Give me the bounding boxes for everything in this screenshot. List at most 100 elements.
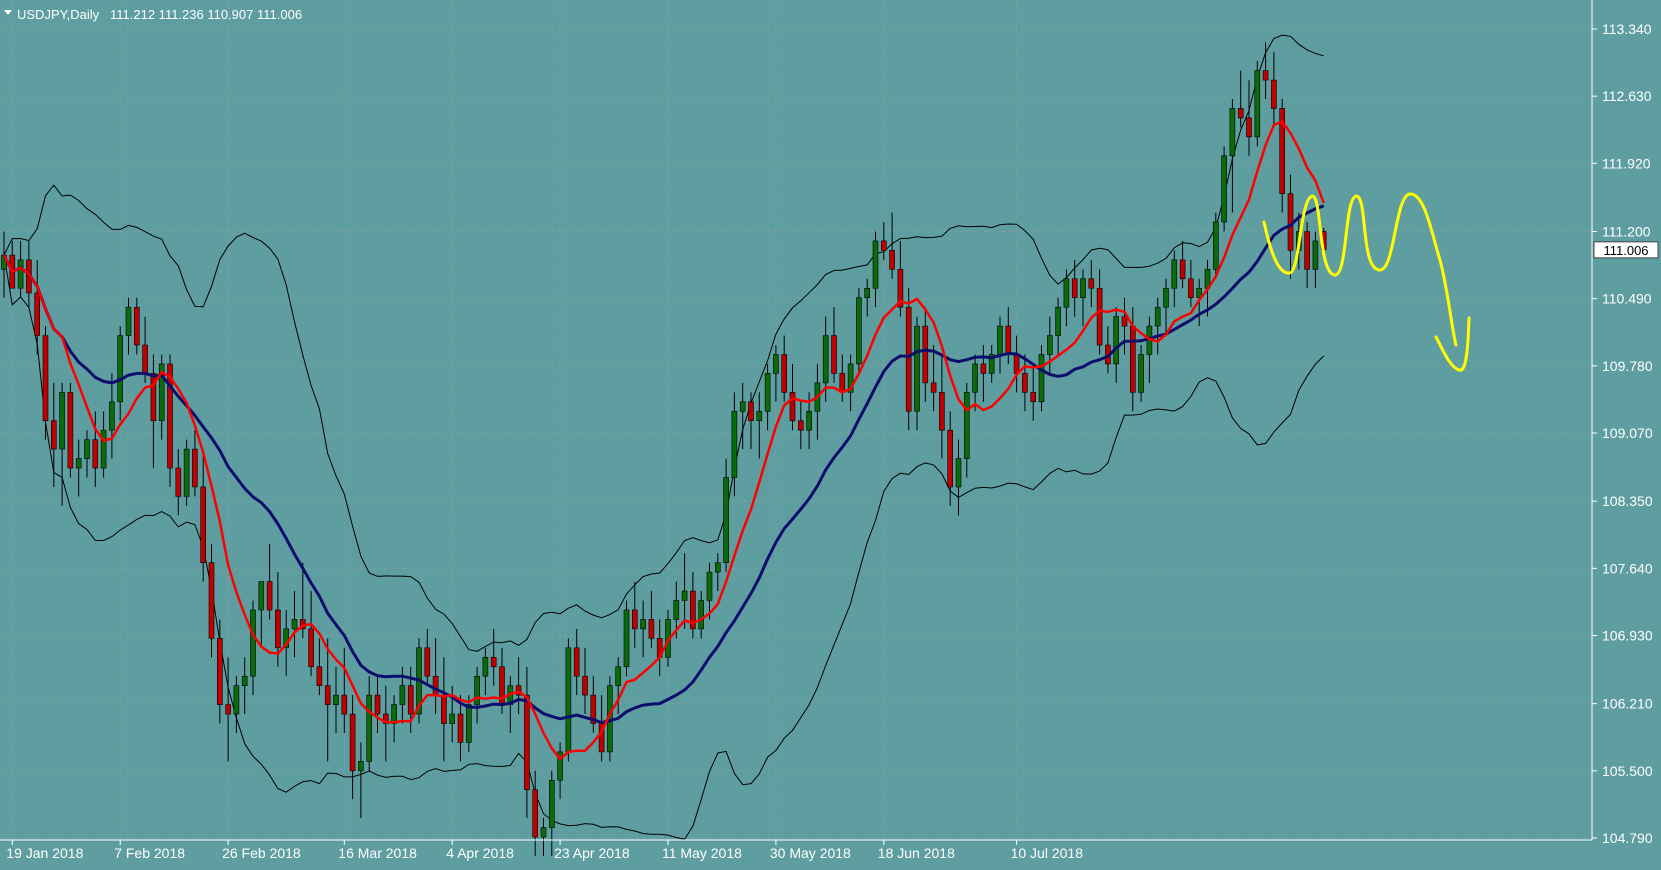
candle-body [681,590,688,601]
candle-body [100,429,107,469]
fast-ma-line [2,119,1325,761]
time-tick-label: 19 Jan 2018 [6,845,83,861]
candle-body [50,420,57,450]
candle-body [92,439,99,469]
bollinger-lower-line [3,255,1325,840]
candle-body [764,373,771,412]
candle-body [366,694,373,762]
price-tick-label: 108.350 [1602,493,1653,509]
candle-body [972,363,978,393]
candle-body [739,401,746,412]
candle-body [84,439,90,459]
candle-body [1030,392,1036,403]
time-tick-label: 10 Jul 2018 [1011,845,1084,861]
axes [0,0,1593,841]
candle-body [1188,278,1194,299]
time-tick-label: 26 Feb 2018 [222,845,301,861]
candle-body [449,713,456,724]
candle-body [158,363,165,422]
candle-body [831,335,837,374]
candle-body [59,392,65,450]
candle-body [690,590,696,630]
candle-body [714,562,721,573]
candle-body [1013,354,1020,374]
time-tick-label: 7 Feb 2018 [114,845,185,861]
candle-body [955,458,962,488]
forecast-squiggle [1262,192,1471,372]
candle-body [374,694,381,715]
price-tick-label: 107.640 [1602,560,1653,576]
candle-body [648,619,655,639]
candle-body [208,562,215,639]
candle-body [1179,259,1186,280]
symbol-label: USDJPY,Daily [17,7,100,22]
candle-body [872,240,879,289]
time-tick-label: 4 Apr 2018 [446,845,514,861]
candle-body [1047,335,1053,355]
candle-body [1022,373,1028,393]
candle-body [532,789,539,838]
dropdown-triangle-icon[interactable] [4,10,12,15]
candle-body [1154,306,1161,327]
candle-body [34,292,41,336]
candle-body [781,354,788,393]
candle-body [167,363,173,469]
candle-body [399,685,406,705]
candle-body [266,581,273,611]
candle-body [889,250,895,270]
candle-body [631,609,638,630]
candle-body [1138,354,1144,393]
candle-body [673,600,680,620]
candle-body [1312,240,1319,270]
bollinger-bands [3,34,1325,840]
candle-body [1254,70,1261,138]
candle-body [706,571,713,601]
candle-body [582,675,588,696]
price-tick-label: 106.210 [1602,696,1653,712]
candle-body [1088,278,1095,289]
price-tick-label: 109.070 [1602,425,1653,441]
price-axis-labels: 113.340 112.630 111.920 111.200 110.490 109.7… [1592,21,1653,846]
candle-body [125,306,132,336]
candle-body [308,628,314,668]
candle-body [1196,287,1202,299]
candle-body [1163,287,1169,308]
candle-body [797,420,804,431]
candle-body [457,713,464,743]
candle-body [1229,108,1236,157]
candle-body [1005,325,1012,355]
candle-body [822,335,829,384]
candle-body [134,306,140,346]
time-tick-label: 23 Apr 2018 [554,845,630,861]
candle-body [1213,221,1219,270]
candle-body [590,694,597,724]
candle-body [200,486,206,563]
time-tick-label: 30 May 2018 [770,845,851,861]
candle-body [482,656,489,677]
candle-body [358,761,364,772]
candle-body [316,666,323,686]
candle-body [349,713,356,772]
candle-body [557,751,563,781]
candle-body [1246,117,1252,138]
moving-averages [2,119,1325,761]
current-price-label: 111.006 [1603,243,1648,258]
candle-body [75,458,82,469]
candle-body [407,685,414,715]
candle-body [524,694,530,791]
candle-body [723,477,729,563]
candle-body [1171,259,1178,289]
candle-body [1262,70,1269,81]
candle-body [980,363,987,374]
candle-body [333,694,339,705]
candle-body [117,335,123,403]
candle-body [623,609,630,668]
candle-body [540,827,547,838]
candle-body [806,410,812,431]
candle-body [217,638,223,705]
candle-body [250,609,256,677]
candle-body [963,392,970,459]
candle-body [175,467,182,497]
candle-body [225,704,231,715]
